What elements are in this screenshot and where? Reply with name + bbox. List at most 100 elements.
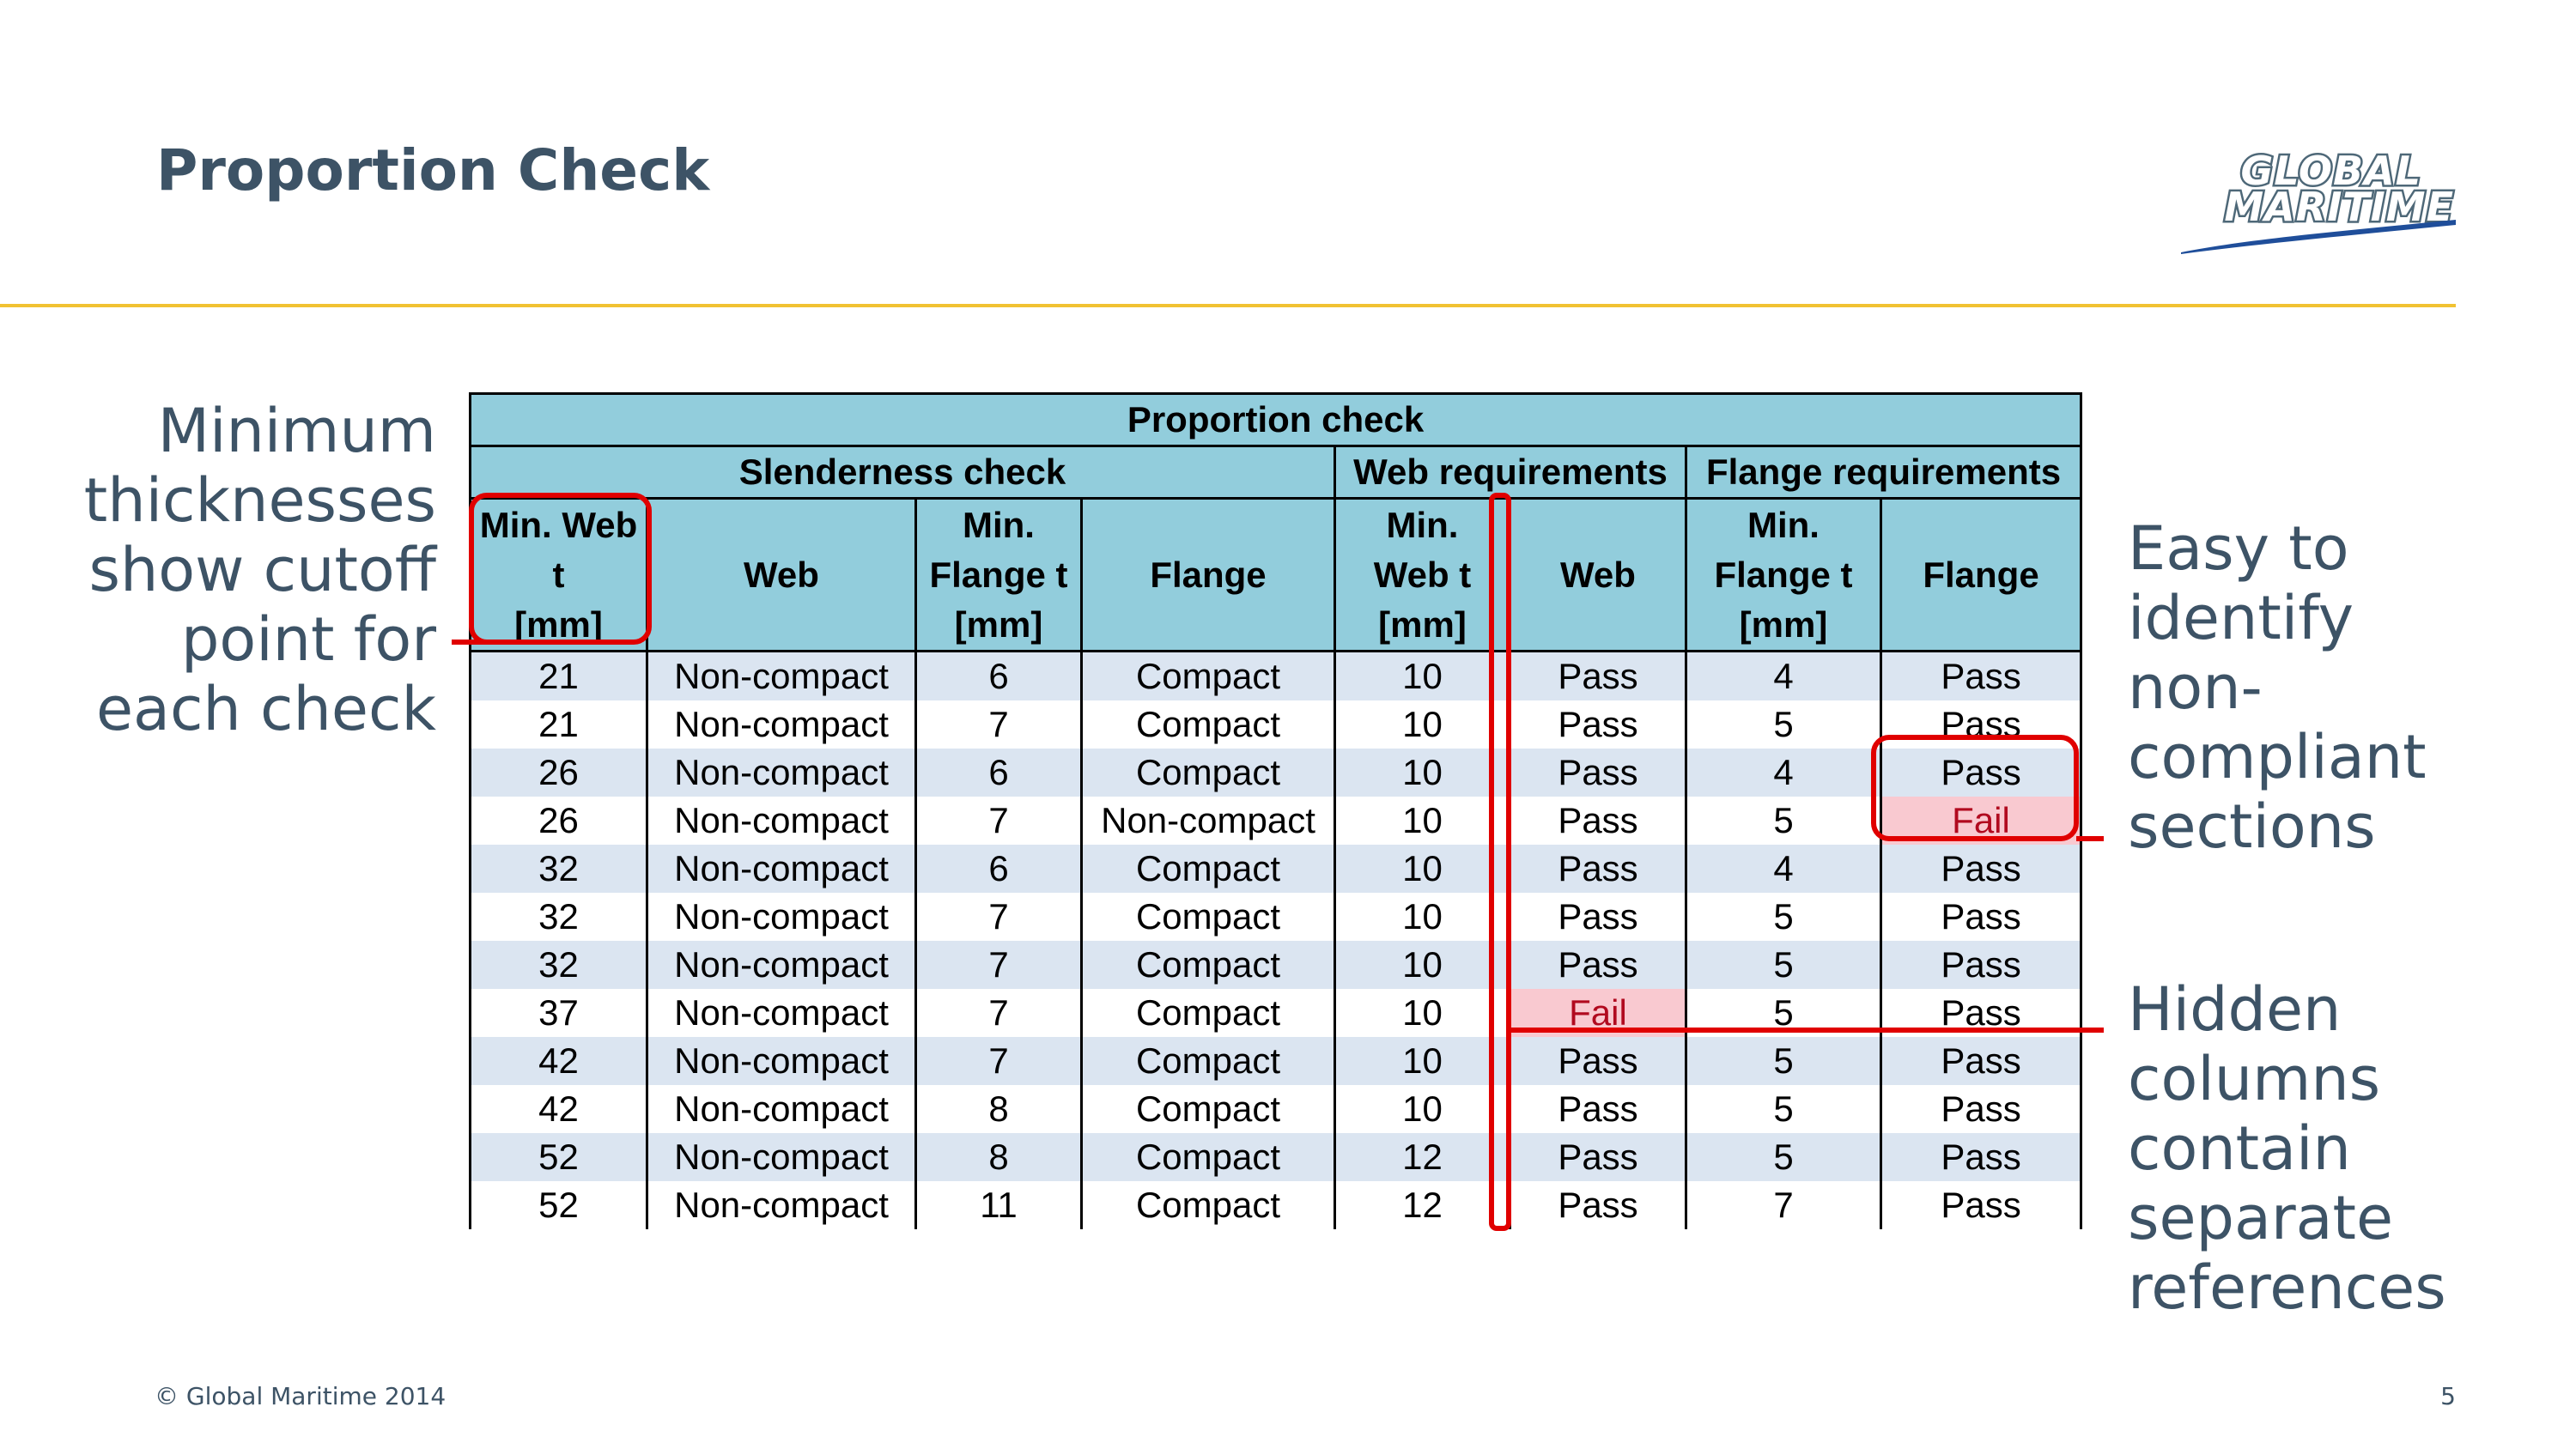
note-line: thicknesses [83, 465, 436, 536]
table-cell: Compact [1080, 700, 1336, 749]
table-cell: Compact [1080, 941, 1336, 989]
table-cell: Pass [1879, 1037, 2083, 1085]
logo-text-global: GLOBAL [2239, 146, 2423, 197]
proportion-check-table: Proportion check Slenderness check Web r… [468, 392, 2083, 1232]
table-cell: Pass [1879, 651, 2083, 700]
table-cell: Pass [1509, 1181, 1687, 1232]
table-cell: 4 [1685, 651, 1882, 700]
table-cell: Compact [1080, 1037, 1336, 1085]
table-cell: Non-compact [646, 1181, 917, 1232]
table-cell: Pass [1509, 845, 1687, 893]
table-cell: 5 [1685, 1085, 1882, 1133]
table-row: 32 Non-compact 7 Compact 10 Pass 5 Pass [469, 941, 2083, 989]
table-cell: 10 [1334, 893, 1511, 941]
footer-copyright: © Global Maritime 2014 [155, 1382, 447, 1410]
note-line: Hidden [2128, 974, 2342, 1045]
table-cell: 11 [914, 1181, 1083, 1232]
table-cell: 8 [914, 1133, 1083, 1181]
table-cell: 26 [469, 797, 648, 845]
table-cell: 6 [914, 651, 1083, 700]
table-cell: 5 [1685, 700, 1882, 749]
table-row: 42 Non-compact 7 Compact 10 Pass 5 Pass [469, 1037, 2083, 1085]
note-line: separate [2128, 1183, 2394, 1253]
note-line: compliant [2128, 722, 2427, 792]
table-cell: Pass [1509, 893, 1687, 941]
table-cell: 12 [1334, 1181, 1511, 1232]
note-line: non- [2128, 652, 2263, 723]
group-header-web-requirements: Web requirements [1334, 445, 1687, 500]
table-cell: Non-compact [646, 1037, 917, 1085]
table-cell: Pass [1879, 989, 2083, 1037]
table-cell: Compact [1080, 1085, 1336, 1133]
column-header: Min. Web t [mm] [469, 497, 648, 652]
table-row: 26 Non-compact 7 Non-compact 10 Pass 5 Fail [469, 797, 2083, 845]
slide-title: Proportion Check [156, 137, 710, 203]
table-cell: 6 [914, 749, 1083, 797]
table-cell: Non-compact [646, 989, 917, 1037]
table-cell: Compact [1080, 749, 1336, 797]
table-cell: 5 [1685, 941, 1882, 989]
table-cell: 4 [1685, 749, 1882, 797]
table-title: Proportion check [468, 392, 2083, 447]
table-row: 32 Non-compact 6 Compact 10 Pass 4 Pass [469, 845, 2083, 893]
note-line: point for [180, 604, 436, 675]
note-minimum-thicknesses: Minimum thicknesses show cutoff point fo… [52, 397, 436, 744]
column-header: Min. Flange t [mm] [914, 497, 1083, 652]
table-cell: 32 [469, 893, 648, 941]
table-row: 42 Non-compact 8 Compact 10 Pass 5 Pass [469, 1085, 2083, 1133]
note-line: contain [2128, 1113, 2351, 1184]
table-cell: Compact [1080, 651, 1336, 700]
table-cell: 37 [469, 989, 648, 1037]
column-header: Flange [1080, 497, 1336, 652]
table-cell: Pass [1509, 1037, 1687, 1085]
note-hidden-columns: Hidden columns contain separate referenc… [2128, 975, 2557, 1323]
table-cell: 7 [914, 700, 1083, 749]
table-cell: Non-compact [646, 1085, 917, 1133]
table-cell: Non-compact [646, 749, 917, 797]
column-header: Web [1509, 497, 1687, 652]
table-cell: Fail [1879, 797, 2083, 845]
table-cell: Pass [1879, 845, 2083, 893]
column-header: Min. Flange t [mm] [1685, 497, 1882, 652]
table-cell: Pass [1879, 700, 2083, 749]
table-cell: Pass [1879, 1181, 2083, 1232]
table-cell: 10 [1334, 1085, 1511, 1133]
column-header: Flange [1879, 497, 2083, 652]
table-cell: 42 [469, 1037, 648, 1085]
table-cell: Pass [1879, 1085, 2083, 1133]
table-cell: Compact [1080, 1133, 1336, 1181]
table-cell: 10 [1334, 989, 1511, 1037]
table-cell: 7 [914, 797, 1083, 845]
table-cell: 21 [469, 700, 648, 749]
column-header: Min. Web t [mm] [1334, 497, 1511, 652]
table-cell: 42 [469, 1085, 648, 1133]
note-line: Easy to [2128, 513, 2349, 584]
table-cell: 10 [1334, 651, 1511, 700]
group-header-slenderness: Slenderness check [469, 445, 1336, 500]
note-line: references [2128, 1252, 2446, 1323]
table-row: 37 Non-compact 7 Compact 10 Fail 5 Pass [469, 989, 2083, 1037]
table-cell: Compact [1080, 893, 1336, 941]
note-line: show cutoff [88, 535, 436, 605]
table-cell: 5 [1685, 989, 1882, 1037]
table-cell: Compact [1080, 845, 1336, 893]
table-cell: Compact [1080, 1181, 1336, 1232]
note-non-compliant: Easy to identify non- compliant sections [2128, 514, 2557, 862]
table-cell: 10 [1334, 700, 1511, 749]
note-line: identify [2128, 583, 2354, 653]
table-row: 21 Non-compact 7 Compact 10 Pass 5 Pass [469, 700, 2083, 749]
table-body: 21 Non-compact 6 Compact 10 Pass 4 Pass 21 Non-co… [469, 651, 2083, 1232]
note-line: Minimum [157, 396, 436, 466]
table-cell: 5 [1685, 893, 1882, 941]
table-cell: 32 [469, 941, 648, 989]
table-cell: Non-compact [646, 893, 917, 941]
table-row: 52 Non-compact 8 Compact 12 Pass 5 Pass [469, 1133, 2083, 1181]
note-line: columns [2128, 1044, 2381, 1114]
table-cell: Non-compact [646, 651, 917, 700]
table-row: 26 Non-compact 6 Compact 10 Pass 4 Pass [469, 749, 2083, 797]
column-header: Web [646, 497, 917, 652]
table-cell: 10 [1334, 1037, 1511, 1085]
table-cell: Pass [1509, 797, 1687, 845]
table-cell: 10 [1334, 749, 1511, 797]
note-line: sections [2128, 791, 2376, 862]
